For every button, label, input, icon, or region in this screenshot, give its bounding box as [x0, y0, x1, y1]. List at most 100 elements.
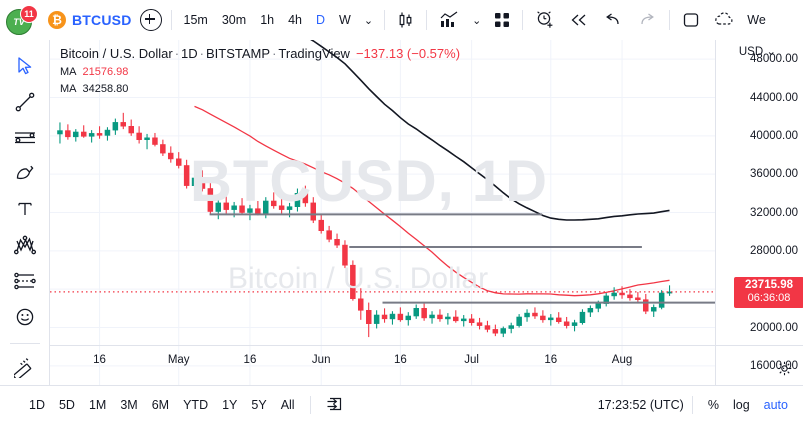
- legend-ma-fast-label: MA: [60, 66, 77, 78]
- pattern-tool[interactable]: [8, 229, 42, 261]
- log-scale-button[interactable]: log: [732, 398, 750, 412]
- interval-1h[interactable]: 1h: [260, 13, 275, 27]
- bitcoin-icon: ₿: [48, 11, 66, 29]
- divider: [691, 396, 693, 414]
- bar-countdown: 06:36:08: [747, 291, 791, 304]
- prediction-tool[interactable]: [8, 265, 42, 297]
- divider: [384, 10, 386, 30]
- text-tool[interactable]: [8, 193, 42, 225]
- gear-icon[interactable]: [777, 361, 792, 381]
- range-ytd[interactable]: YTD: [183, 398, 209, 412]
- time-tick-label: Jul: [464, 354, 479, 366]
- price-tick-label: 28000.00: [750, 244, 798, 257]
- interval-w[interactable]: W: [339, 13, 351, 27]
- price-tick-label: 16000.00: [750, 359, 798, 372]
- left-drawing-toolbar: [0, 40, 50, 423]
- symbol-search-button[interactable]: ₿ BTCUSD: [48, 11, 132, 29]
- legend-source: TradingView: [278, 46, 350, 61]
- price-tick-label: 48000.00: [750, 53, 798, 66]
- legend-separator: ·: [272, 46, 277, 61]
- divider: [522, 10, 524, 30]
- candlestick-style-icon[interactable]: [390, 6, 421, 34]
- templates-icon[interactable]: [487, 6, 517, 34]
- cursor-tool[interactable]: [8, 50, 42, 82]
- fullscreen-icon[interactable]: [675, 6, 707, 34]
- time-tick-label: Aug: [611, 354, 633, 366]
- price-tick-label: 20000.00: [750, 321, 798, 334]
- time-scale[interactable]: 16 May 16 Jun 16 Jul 16 Aug: [50, 345, 803, 386]
- auto-scale-button[interactable]: auto: [763, 398, 788, 412]
- chevron-down-icon-indicators[interactable]: ⌄: [472, 14, 482, 27]
- range-5d[interactable]: 5D: [58, 398, 75, 412]
- brush-tool[interactable]: [8, 157, 42, 189]
- chevron-down-icon-intervals[interactable]: ⌄: [363, 14, 374, 27]
- legend-change: −137.13 (−0.57%): [355, 46, 461, 61]
- divider: [9, 342, 40, 344]
- legend-interval: 1D: [181, 46, 198, 61]
- time-tick-label: 16: [393, 354, 407, 366]
- trend-line-tool[interactable]: [8, 86, 42, 118]
- emoji-tool[interactable]: [8, 301, 42, 333]
- interval-30m[interactable]: 30m: [221, 13, 247, 27]
- publish-icon[interactable]: [707, 6, 743, 34]
- measure-tool[interactable]: [8, 351, 42, 383]
- legend-separator: ·: [199, 46, 205, 61]
- price-tick-label: 44000.00: [750, 91, 798, 104]
- divider: [170, 10, 172, 30]
- legend-ma-fast[interactable]: MA 21576.98: [60, 66, 460, 78]
- current-price-badge: 23715.98 06:36:08: [734, 276, 803, 308]
- horizontal-lines-tool[interactable]: [8, 122, 42, 154]
- current-price-value: 23715.98: [745, 278, 793, 291]
- range-1m[interactable]: 1M: [88, 398, 107, 412]
- legend-ma-slow[interactable]: MA 34258.80: [60, 83, 460, 95]
- publish-label[interactable]: We: [747, 13, 766, 27]
- time-tick-label: 16: [243, 354, 257, 366]
- time-tick-label: Jun: [311, 354, 331, 366]
- price-scale-currency[interactable]: USD ⌄: [739, 44, 776, 58]
- interval-4h[interactable]: 4h: [288, 13, 302, 27]
- time-tick-label: 16: [93, 354, 106, 366]
- replay-icon[interactable]: [562, 6, 596, 34]
- bottom-toolbar: 1D 5D 1M 3M 6M YTD 1Y 5Y All 17:23:52 (U…: [0, 385, 803, 424]
- price-tick-label: 32000.00: [750, 206, 798, 219]
- time-tick-label: 16: [544, 354, 558, 366]
- divider: [309, 396, 311, 414]
- chart-canvas[interactable]: BTCUSD, 1D Bitcoin / U.S. Dollar Bitcoin…: [50, 40, 715, 385]
- chevron-down-icon-currency: ⌄: [766, 46, 776, 58]
- range-3m[interactable]: 3M: [120, 398, 138, 412]
- percent-scale-button[interactable]: %: [707, 398, 719, 412]
- top-toolbar: TV 11 ₿ BTCUSD 15m 30m 1h 4h D W ⌄: [0, 0, 803, 41]
- legend-exchange: BITSTAMP: [206, 46, 271, 61]
- user-avatar[interactable]: TV 11: [4, 3, 38, 37]
- interval-15m[interactable]: 15m: [183, 13, 208, 27]
- range-all[interactable]: All: [280, 398, 295, 412]
- legend-separator: ·: [174, 46, 180, 61]
- legend-ma-slow-value: 34258.80: [82, 83, 129, 95]
- range-5y[interactable]: 5Y: [251, 398, 267, 412]
- price-scale[interactable]: USD ⌄ 48000.00 44000.00 40000.00 36000.00 32…: [715, 40, 803, 385]
- legend-ma-fast-value: 21576.98: [82, 66, 129, 78]
- legend-ma-slow-label: MA: [60, 83, 77, 95]
- alert-icon[interactable]: [528, 6, 562, 34]
- indicators-icon[interactable]: [432, 6, 466, 34]
- redo-icon: [630, 6, 664, 34]
- range-1y[interactable]: 1Y: [222, 398, 238, 412]
- currency-label: USD: [738, 46, 764, 58]
- time-tick-label: May: [167, 354, 190, 366]
- goto-date-icon[interactable]: [319, 392, 351, 419]
- interval-d[interactable]: D: [316, 13, 326, 27]
- range-1d[interactable]: 1D: [29, 398, 45, 412]
- range-6m[interactable]: 6M: [151, 398, 170, 412]
- notification-badge[interactable]: 11: [20, 5, 38, 23]
- legend-title[interactable]: Bitcoin / U.S. Dollar · 1D · BITSTAMP · Tradin…: [60, 46, 460, 61]
- price-tick-label: 40000.00: [750, 129, 798, 142]
- divider: [426, 10, 428, 30]
- symbol-label: BTCUSD: [72, 12, 132, 28]
- legend-instrument: Bitcoin / U.S. Dollar: [60, 46, 173, 61]
- chart-plot: [50, 40, 715, 385]
- divider: [669, 10, 671, 30]
- undo-icon[interactable]: [596, 6, 630, 34]
- session-clock: 17:23:52 (UTC): [597, 398, 684, 412]
- add-symbol-icon[interactable]: [139, 9, 162, 31]
